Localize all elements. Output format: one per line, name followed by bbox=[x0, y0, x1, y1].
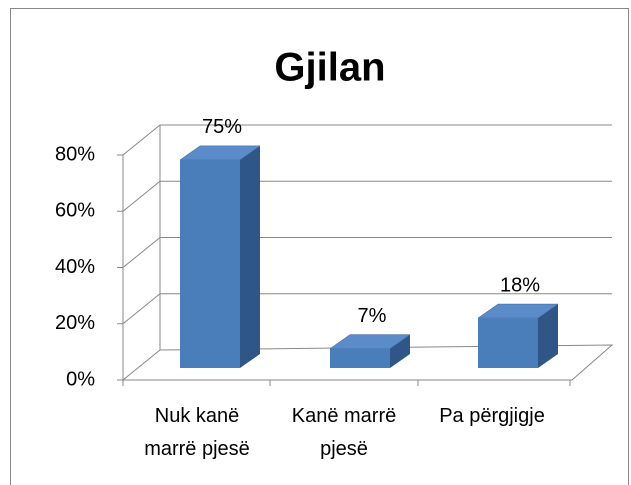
bar bbox=[478, 318, 538, 368]
grid-line bbox=[122, 237, 612, 268]
bar-side bbox=[390, 334, 410, 368]
bar bbox=[180, 159, 240, 368]
y-tick-label: 60% bbox=[55, 200, 95, 222]
x-tick-label: Nuk kanë marrë pjesë bbox=[144, 405, 250, 460]
x-tick-label: Kanë marrë pjesë bbox=[291, 405, 397, 460]
y-tick-label: 40% bbox=[55, 256, 95, 278]
grid-line bbox=[122, 180, 612, 212]
bar-side bbox=[240, 145, 260, 368]
y-tick-label: 80% bbox=[55, 143, 95, 165]
floor bbox=[121, 344, 614, 381]
chart-title: Gjilan bbox=[274, 46, 385, 90]
chart-border bbox=[10, 8, 629, 485]
x-tick-label: Pa përgjigje bbox=[439, 405, 545, 427]
data-label: 18% bbox=[500, 274, 540, 296]
y-tick-label: 0% bbox=[66, 368, 95, 390]
bar bbox=[330, 348, 390, 368]
grid-line bbox=[122, 293, 612, 325]
y-tick-label: 20% bbox=[55, 312, 95, 334]
data-label: 7% bbox=[358, 305, 387, 327]
bar-side bbox=[538, 304, 558, 368]
grid-line bbox=[122, 124, 612, 156]
data-label: 75% bbox=[202, 116, 242, 138]
x-ticks bbox=[122, 380, 571, 386]
